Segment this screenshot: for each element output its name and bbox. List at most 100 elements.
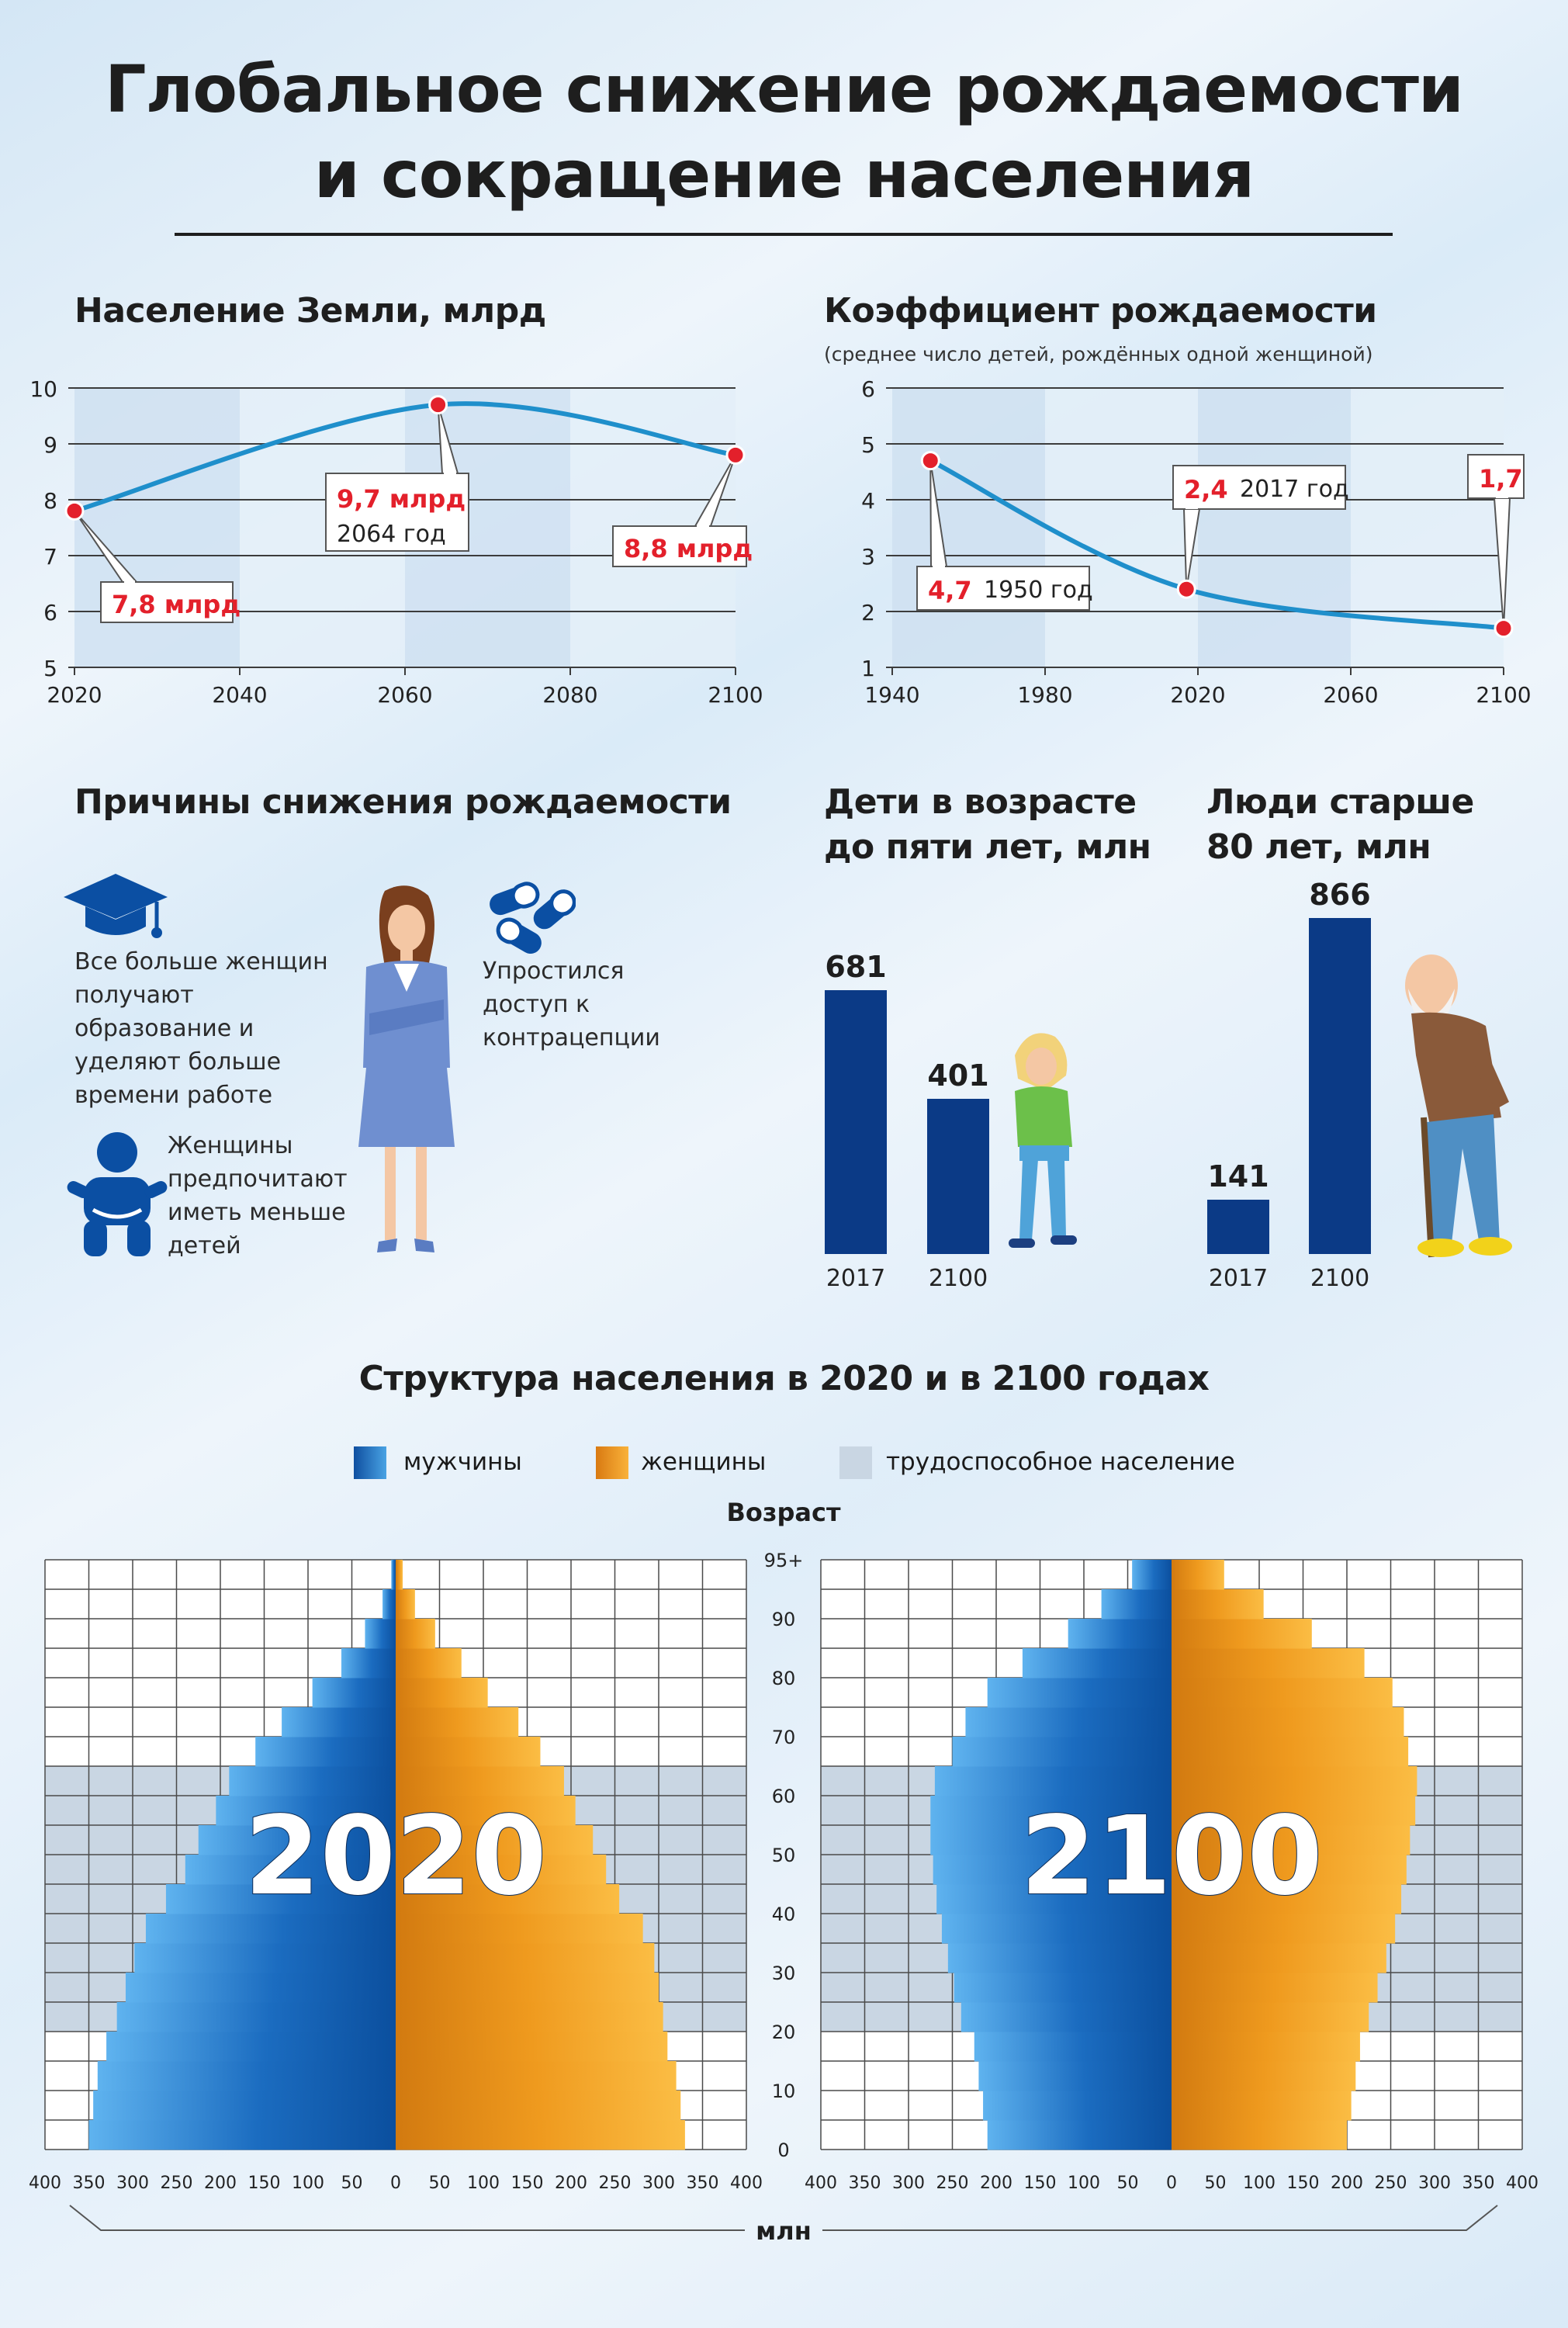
- pyramid-2020-male-bar: [255, 1737, 396, 1767]
- reason-contraception-text: Упростился доступ к контрацепции: [483, 958, 660, 1051]
- pyramid-2020-male-bar: [312, 1678, 396, 1708]
- pyramid-2020-male-bar: [282, 1707, 396, 1737]
- pyramid-2100-male-bar: [930, 1825, 1172, 1855]
- pyramid-2100-male-bar: [941, 1914, 1172, 1944]
- pyramid-age-tick-label: 20: [772, 2021, 796, 2043]
- population-x-tick-label: 2100: [708, 682, 763, 708]
- fertility-band: [892, 388, 1045, 667]
- pyramid-2100-female-bar: [1172, 1589, 1264, 1620]
- pyramid-2100-female-bar: [1172, 1825, 1411, 1855]
- pyramid-2020-x-tick-label: 250: [599, 2174, 632, 2193]
- pyramid-2100-x-tick-label: 350: [849, 2174, 881, 2193]
- pyramid-2100-female-bar: [1172, 1914, 1396, 1944]
- reason-education-text: Все больше женщин получают образование и…: [74, 948, 328, 1109]
- reason-fewer-children-text: Женщины предпочитают иметь меньше детей: [168, 1132, 348, 1259]
- fertility-y-tick-label: 1: [861, 656, 875, 681]
- pyramid-2100-female-bar: [1172, 1737, 1409, 1767]
- population-y-tick-label: 6: [43, 600, 57, 625]
- pyramid-2020-x-tick-label: 200: [555, 2174, 587, 2193]
- population-callout: 7,8 млрд: [74, 510, 241, 623]
- pyramid-2100-year-label: 2100: [1020, 1793, 1323, 1920]
- population-callout-value: 9,7 млрд: [337, 484, 466, 514]
- pyramid-2100-male-bar: [947, 1943, 1172, 1973]
- pyramid-2020-male-bar: [145, 1914, 396, 1944]
- pyramid-2100-female-bar: [1172, 1973, 1378, 2003]
- children-bar: [825, 989, 887, 1254]
- pyramid-age-tick-label: 30: [772, 1963, 796, 1984]
- pyramid-2020-male-bar: [165, 1884, 396, 1914]
- pyramid-2020-x-tick-label: 400: [29, 2174, 61, 2193]
- pyramid-2100-male-bar: [954, 1973, 1172, 2003]
- pyramid-2100-female-bar: [1172, 2002, 1369, 2032]
- children-title-line2: до пяти лет, млн: [824, 827, 1151, 867]
- fertility-callout-value: 1,7: [1479, 464, 1523, 494]
- pyramid-2100-female-bar: [1172, 1796, 1416, 1826]
- fertility-x-tick-label: 2060: [1323, 682, 1378, 708]
- population-callout-value: 8,8 млрд: [624, 534, 753, 563]
- fertility-callout-joint: [1186, 506, 1198, 509]
- fertility-y-tick-label: 4: [861, 488, 875, 514]
- pyramid-2020-female-bar: [396, 1560, 403, 1590]
- pyramid-2100-x-tick-label: 100: [1068, 2174, 1100, 2193]
- fertility-callout-year: 2017 год: [1240, 476, 1349, 503]
- pyramid-2020-female-bar: [396, 1766, 564, 1796]
- pyramid-2020-male-bar: [382, 1589, 396, 1620]
- population-y-tick-label: 8: [43, 488, 57, 514]
- elderly-man-icon: [1405, 954, 1512, 1258]
- pyramid-2020-male-bar: [185, 1855, 396, 1885]
- population-callout-box: [100, 581, 234, 623]
- pyramid-age-tick-label: 0: [777, 2139, 789, 2161]
- pyramid-2020-x-tick-label: 100: [467, 2174, 500, 2193]
- elderly-bar-value: 141: [1207, 1159, 1269, 1193]
- pyramid-2020-male-bar: [97, 2061, 396, 2091]
- pyramid-2020-male-bar: [106, 2032, 396, 2062]
- pyramid-2100-male-bar: [1132, 1560, 1172, 1590]
- pyramid-2020-female-bar: [396, 2032, 668, 2062]
- children-category-label: 2017: [826, 1265, 886, 1292]
- fertility-band: [1198, 388, 1351, 667]
- legend-swatch-working: [839, 1446, 872, 1479]
- legend-label-working: трудоспособное население: [886, 1448, 1235, 1476]
- pyramid-age-tick-label: 60: [772, 1786, 796, 1807]
- population-callout-year: 2064 год: [337, 521, 446, 548]
- elderly-title-line1: Люди старше: [1206, 782, 1474, 822]
- population-callout-box: [612, 525, 747, 567]
- page-title-line1: Глобальное снижение рождаемости: [105, 51, 1464, 127]
- pyramid-2100-female-bar: [1172, 1855, 1407, 1885]
- fertility-x-tick-label: 2100: [1476, 682, 1531, 708]
- population-callout-box: [325, 473, 469, 552]
- pyramid-2100-male-bar: [933, 1855, 1172, 1885]
- pyramid-2100-male-bar: [952, 1737, 1172, 1767]
- pyramid-2020-female-bar: [396, 2061, 677, 2091]
- pyramid-2020-x-tick-label: 150: [511, 2174, 544, 2193]
- pyramid-2020-female-bar: [396, 1648, 462, 1678]
- fertility-y-tick-label: 2: [861, 600, 875, 625]
- fertility-data-point: [1494, 618, 1514, 639]
- population-callout-value: 7,8 млрд: [112, 590, 241, 619]
- population-line-chart: 5 6 7 8 9 10 2020 2040 2060 2080 2100 7,8 млрд 9,7 м…: [29, 376, 763, 708]
- fertility-callout-value: 2,4: [1184, 475, 1228, 504]
- pyramid-2100-male-bar: [978, 2061, 1172, 2091]
- pyramid-2020-x-tick-label: 300: [642, 2174, 675, 2193]
- population-y-tick-label: 9: [43, 432, 57, 458]
- elderly-category-label: 2100: [1310, 1265, 1370, 1292]
- pyramid-2100-female-bar: [1172, 1678, 1393, 1708]
- pyramid-age-tick-label: 95+: [764, 1550, 804, 1571]
- pyramid-2100-male-bar: [1101, 1589, 1172, 1620]
- population-x-tick-label: 2060: [377, 682, 432, 708]
- fertility-callout: 4,7 1950 год: [916, 460, 1093, 611]
- pyramid-2100-male-bar: [936, 1884, 1172, 1914]
- fertility-callout-box: [1172, 465, 1346, 510]
- fertility-callout-joint: [1496, 495, 1508, 498]
- pyramid-2020-female-bar: [396, 1589, 415, 1620]
- pyramid-2100-x-tick-label: 300: [892, 2174, 925, 2193]
- fertility-data-point: [1176, 579, 1196, 599]
- pyramid-2020-x-tick-label: 350: [687, 2174, 719, 2193]
- reasons-title: Причины снижения рождаемости: [74, 782, 732, 822]
- pyramid-2020-x-tick-label: 200: [204, 2174, 237, 2193]
- pyramid-2100-female-bar: [1172, 1884, 1402, 1914]
- fertility-chart-title: Коэффициент рождаемости: [824, 291, 1377, 331]
- pyramid-2100-female-bar: [1172, 2032, 1360, 2062]
- structure-title: Структура населения в 2020 и в 2100 года…: [358, 1359, 1210, 1398]
- population-callout-joint: [697, 525, 709, 528]
